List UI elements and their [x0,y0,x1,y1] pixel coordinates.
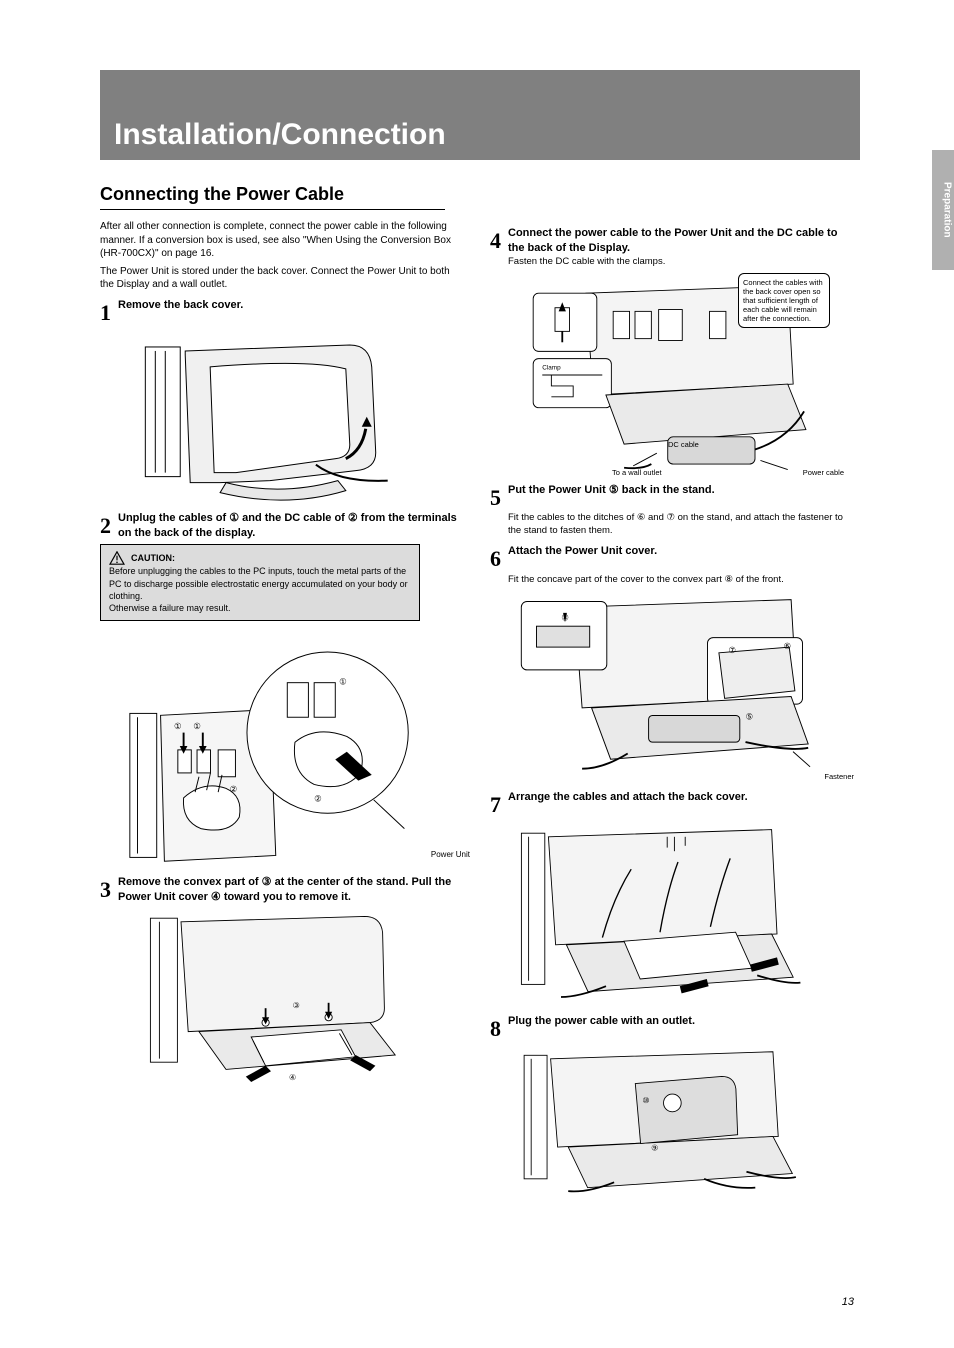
label-dc-cable: DC cable [668,440,699,450]
step-text: Put the Power Unit ⑤ back in the stand. [508,483,850,498]
step-6-sub: Fit the concave part of the cover to the… [508,574,850,587]
figure-unplug-cables: ① ① ② ① ② Power Unit [120,627,460,867]
step-text: Unplug the cables of ① and the DC cable … [118,511,460,541]
step-number: 8 [490,1014,508,1044]
step-number: 2 [100,511,118,541]
step-number: 1 [100,298,118,328]
title-bar: Installation/Connection [100,70,860,160]
step-4-sub: Fasten the DC cable with the clamps. [508,256,850,269]
step-8: 8 Plug the power cable with an outlet. [490,1014,850,1044]
svg-text:②: ② [314,794,322,804]
figure-connect-power: Clamp Connect the cables with the back c… [500,275,850,475]
label-power-unit: Power Unit [431,850,470,861]
caution-box: CAUTION: Before unplugging the cables to… [100,544,420,621]
step-text: Remove the back cover. [118,298,460,313]
svg-text:③: ③ [293,1001,300,1010]
step-1: 1 Remove the back cover. [100,298,460,328]
intro-para-1: After all other connection is complete, … [100,220,460,261]
svg-text:⑩: ⑩ [642,1096,649,1105]
step-5: 5 Put the Power Unit ⑤ back in the stand… [490,483,850,513]
page-title: Installation/Connection [114,118,446,152]
svg-text:②: ② [230,784,238,794]
figure-attach-back-cover [500,826,850,1006]
page-number: 13 [842,1296,854,1308]
step-number: 6 [490,544,508,574]
caution-line-1: Before unplugging the cables to the PC i… [109,565,411,601]
svg-text:⑦: ⑦ [728,645,736,655]
step-5-sub: Fit the cables to the ditches of ⑥ and ⑦… [508,512,850,538]
left-column: After all other connection is complete, … [100,220,460,1208]
step-text: Attach the Power Unit cover. [508,544,850,559]
step-number: 5 [490,483,508,513]
step-text: Arrange the cables and attach the back c… [508,790,850,805]
figure-remove-pu-cover: ④ ③ [140,911,460,1091]
figure-remove-back-cover [140,333,460,503]
step-number: 4 [490,226,508,256]
caution-line-2: Otherwise a failure may result. [109,602,411,614]
figure-put-back-pu: ⑧ ⑦ ⑥ ⑤ Fastener [500,592,850,782]
svg-text:⑨: ⑨ [651,1143,658,1152]
figure-final: ⑨ ⑩ [500,1050,850,1200]
svg-text:①: ① [339,677,347,687]
warning-icon [109,551,125,565]
callout-advice: Connect the cables with the back cover o… [738,273,830,328]
label-power-cable: Power cable [803,468,844,478]
svg-text:①: ① [174,721,182,731]
label-to-outlet: To a wall outlet [612,468,662,478]
step-text: Remove the convex part of ③ at the cente… [118,875,460,905]
label-clamp: Clamp [542,364,561,371]
section-heading: Connecting the Power Cable [100,184,445,205]
step-number: 3 [100,875,118,905]
svg-text:⑥: ⑥ [784,641,792,651]
svg-text:①: ① [193,721,201,731]
label-fastener: Fastener [824,772,854,782]
step-number: 7 [490,790,508,820]
step-text: Plug the power cable with an outlet. [508,1014,850,1029]
step-text: Connect the power cable to the Power Uni… [508,226,850,256]
svg-text:⑤: ⑤ [746,712,754,722]
intro-para-2: The Power Unit is stored under the back … [100,265,460,292]
section-heading-rule: Connecting the Power Cable [100,184,445,210]
step-3: 3 Remove the convex part of ③ at the cen… [100,875,460,905]
caution-title: CAUTION: [131,552,175,564]
step-2: 2 Unplug the cables of ① and the DC cabl… [100,511,460,541]
step-7: 7 Arrange the cables and attach the back… [490,790,850,820]
sidebar-tab: Preparation [932,150,954,270]
svg-text:④: ④ [289,1073,296,1082]
right-column: 4 Connect the power cable to the Power U… [490,220,850,1208]
step-4: 4 Connect the power cable to the Power U… [490,226,850,256]
step-6: 6 Attach the Power Unit cover. [490,544,850,574]
